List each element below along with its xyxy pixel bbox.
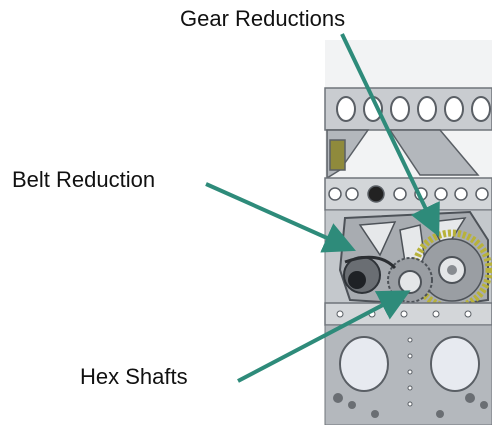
arrow-gear-reductions [340,33,440,237]
label-gear-reductions: Gear Reductions [180,6,346,31]
belt-pulley [343,255,397,294]
robot-render [324,40,492,425]
arrow-hex-shafts [237,290,411,383]
arrow-belt-reduction [205,182,356,253]
label-belt-reduction: Belt Reduction [12,167,156,192]
small-gear [387,257,433,303]
label-hex-shafts: Hex Shafts [80,364,188,389]
